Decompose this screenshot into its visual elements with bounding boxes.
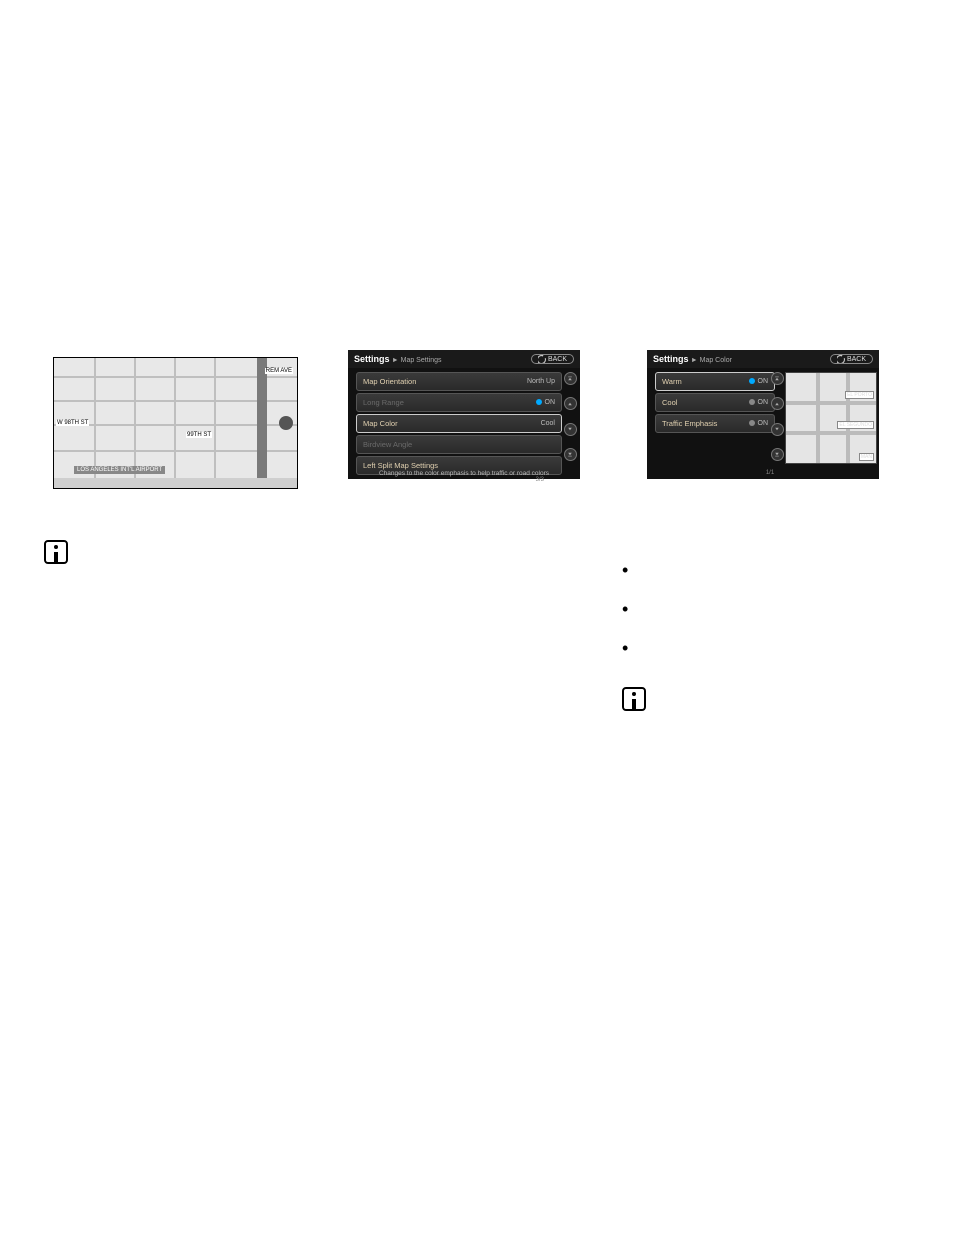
settings-row-map-orientation[interactable]: Map Orientation North Up [356, 372, 562, 391]
pager-up-button[interactable] [564, 397, 577, 410]
bullet-item [622, 601, 882, 616]
figure-settings-map-settings: Settings ► Map Settings BACK Map Orienta… [348, 350, 580, 479]
map-highway [257, 358, 267, 488]
row-label: Long Range [363, 398, 404, 407]
settings-titlebar: Settings ► Map Settings BACK [348, 350, 580, 368]
info-icon [622, 687, 646, 714]
preview-label: EL SEGUNDO [837, 421, 874, 429]
pager-up-button[interactable] [771, 397, 784, 410]
map-label-remave: REM AVE [265, 368, 293, 374]
row-value: ON [536, 399, 556, 406]
bullet-item [622, 640, 882, 655]
pager-down-button[interactable] [771, 423, 784, 436]
back-button[interactable]: BACK [830, 354, 873, 364]
radio-off-icon [749, 399, 755, 405]
settings-titlebar: Settings ► Map Color BACK [647, 350, 879, 368]
row-label: Left Split Map Settings [363, 461, 438, 470]
figure-map-screenshot: REM AVE W 98TH ST 99TH ST LOS ANGELES IN… [53, 357, 298, 489]
map-bottom-bar [54, 478, 297, 488]
back-button[interactable]: BACK [531, 354, 574, 364]
figure-settings-map-color: Settings ► Map Color BACK Warm ON Cool O… [647, 350, 879, 479]
row-value: Cool [541, 420, 555, 427]
radio-on-icon [536, 399, 542, 405]
pager [564, 372, 576, 461]
page-indicator: 1/1 [755, 470, 785, 476]
row-label: Traffic Emphasis [662, 419, 717, 428]
row-label: Warm [662, 377, 682, 386]
pager-top-button[interactable] [771, 372, 784, 385]
page-indicator: 3/3 [356, 477, 562, 483]
settings-row-cool[interactable]: Cool ON [655, 393, 775, 412]
map-road [214, 358, 216, 488]
back-button-label: BACK [847, 356, 866, 363]
pager [771, 372, 783, 461]
bullet-item [622, 562, 882, 577]
preview-label: MAN [859, 453, 874, 461]
settings-row-map-color[interactable]: Map Color Cool [356, 414, 562, 433]
settings-title: Settings [653, 354, 689, 364]
settings-row-birdview-angle[interactable]: Birdview Angle [356, 435, 562, 454]
back-button-label: BACK [548, 356, 567, 363]
settings-row-long-range[interactable]: Long Range ON [356, 393, 562, 412]
row-value: ON [749, 420, 769, 427]
settings-help-text: Changes to the color emphasis to help tr… [348, 470, 580, 477]
map-vehicle-icon [279, 416, 293, 430]
map-label-airport: LOS ANGELES INT'L AIRPORT [74, 466, 165, 474]
map-label-99: 99TH ST [186, 432, 212, 438]
row-value: ON [749, 378, 769, 385]
radio-on-icon [749, 378, 755, 384]
settings-rows: Warm ON Cool ON Traffic Emphasis ON [647, 368, 781, 433]
settings-title: Settings [354, 354, 390, 364]
settings-row-warm[interactable]: Warm ON [655, 372, 775, 391]
pager-bottom-button[interactable] [564, 448, 577, 461]
settings-breadcrumb: ► Map Settings [392, 357, 442, 364]
preview-label: EL PORTO [845, 391, 874, 399]
settings-rows: Map Orientation North Up Long Range ON M… [348, 368, 580, 483]
row-label: Cool [662, 398, 677, 407]
settings-breadcrumb: ► Map Color [691, 357, 732, 364]
map-color-preview: EL PORTO EL SEGUNDO MAN [785, 372, 877, 464]
preview-road [786, 431, 876, 435]
row-value: North Up [527, 378, 555, 385]
pager-down-button[interactable] [564, 423, 577, 436]
pager-bottom-button[interactable] [771, 448, 784, 461]
map-road [174, 358, 176, 488]
back-arrow-icon [837, 355, 845, 363]
preview-road [846, 373, 850, 463]
info-icon [44, 540, 68, 567]
row-label: Birdview Angle [363, 440, 412, 449]
radio-off-icon [749, 420, 755, 426]
row-label: Map Orientation [363, 377, 416, 386]
row-label: Map Color [363, 419, 398, 428]
pager-top-button[interactable] [564, 372, 577, 385]
settings-row-traffic-emphasis[interactable]: Traffic Emphasis ON [655, 414, 775, 433]
preview-road [786, 401, 876, 405]
back-arrow-icon [538, 355, 546, 363]
preview-road [816, 373, 820, 463]
map-label-w98: W 98TH ST [56, 420, 89, 426]
row-value: ON [749, 399, 769, 406]
bullet-list [622, 562, 882, 679]
